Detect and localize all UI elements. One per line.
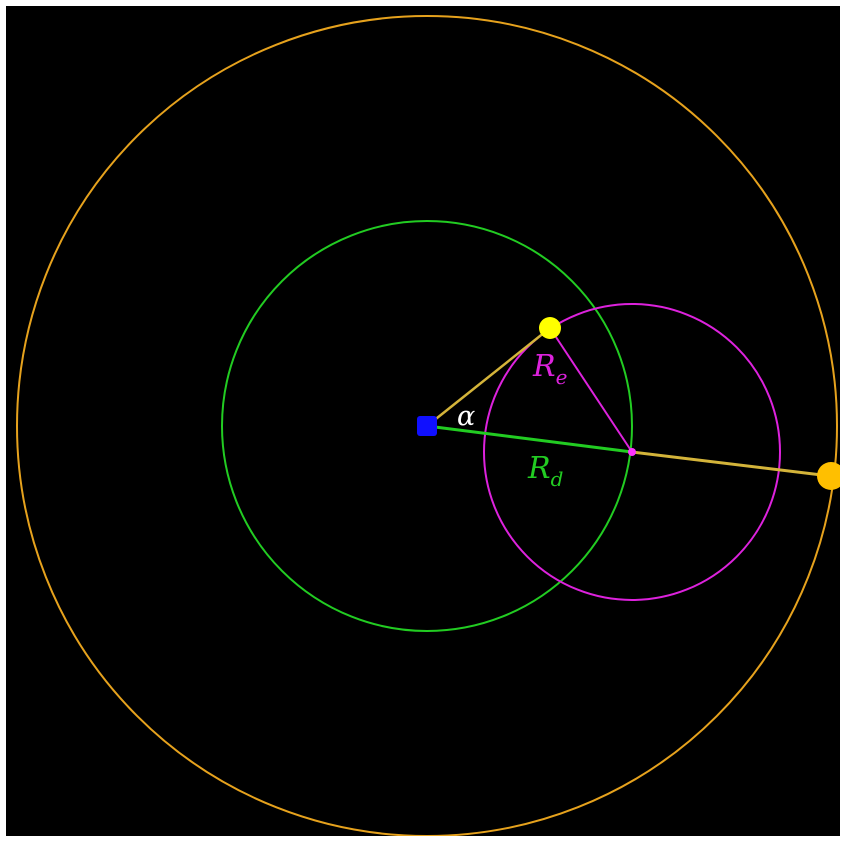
rd-label-subscript: d bbox=[551, 467, 564, 491]
extension-line bbox=[631, 450, 831, 478]
diagram-canvas: α Re Rd bbox=[6, 6, 840, 836]
epicycle-diagram: α Re Rd bbox=[16, 15, 840, 836]
re-label: Re bbox=[532, 349, 567, 389]
earth-point bbox=[417, 416, 437, 436]
epicycle-radius-line bbox=[549, 327, 633, 453]
epicycle-circle bbox=[483, 303, 781, 601]
re-label-main: R bbox=[532, 349, 556, 384]
deferent-radius-line bbox=[426, 424, 633, 454]
deferent-circle bbox=[221, 220, 633, 632]
outer-orbit-circle bbox=[16, 15, 838, 836]
earth-planet-line bbox=[426, 327, 551, 427]
outer-point bbox=[817, 462, 840, 490]
planet-point bbox=[539, 317, 561, 339]
rd-label: Rd bbox=[527, 451, 563, 491]
rd-label-main: R bbox=[527, 451, 551, 486]
epicycle-center-dot bbox=[628, 448, 636, 456]
alpha-label: α bbox=[457, 401, 475, 432]
re-label-subscript: e bbox=[556, 365, 568, 389]
